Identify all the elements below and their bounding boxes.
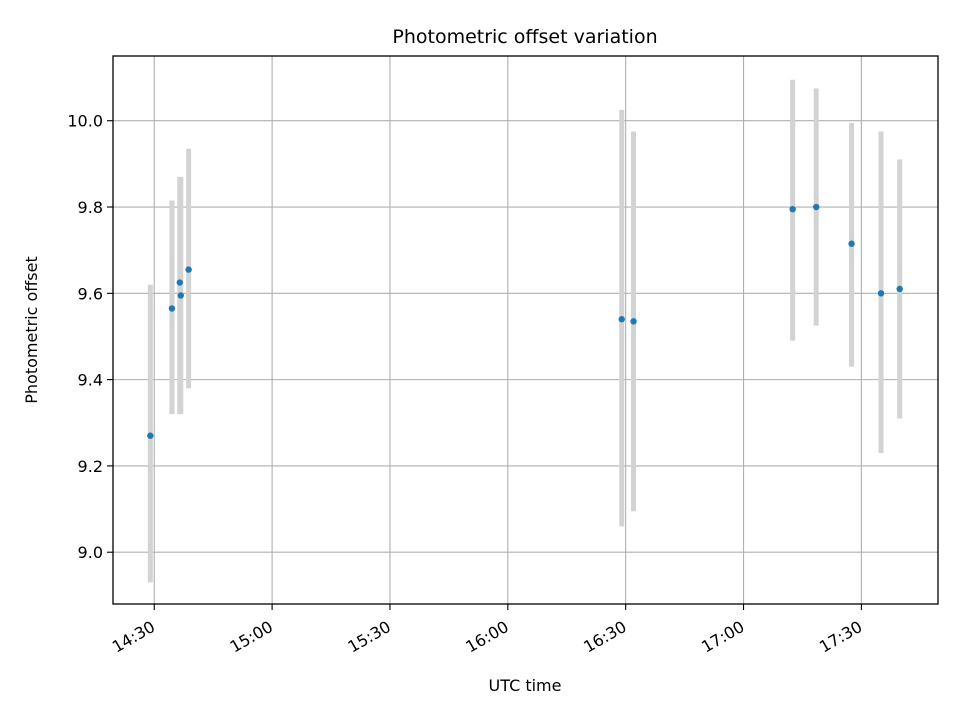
data-point (177, 292, 184, 299)
data-point (630, 318, 637, 325)
grid (113, 56, 938, 604)
data-point (147, 432, 154, 439)
y-axis-ticks: 9.0 9.2 9.4 9.6 9.8 10.0 (67, 112, 113, 562)
data-points (147, 203, 903, 439)
y-tick-label: 9.4 (78, 371, 103, 390)
data-point (789, 205, 796, 213)
y-tick-label: 10.0 (67, 112, 103, 131)
y-tick-label: 9.6 (78, 284, 103, 303)
chart-title: Photometric offset variation (392, 26, 657, 48)
data-point (813, 203, 820, 211)
plot-frame (112, 55, 939, 605)
y-tick-label: 9.2 (78, 457, 103, 476)
data-point (848, 240, 855, 247)
data-point (896, 285, 903, 293)
data-point (877, 290, 885, 297)
y-tick-label: 9.8 (78, 198, 103, 217)
data-point (176, 279, 183, 286)
y-tick-label: 9.0 (78, 543, 103, 562)
data-point (168, 305, 176, 312)
x-axis-label: UTC time (489, 676, 562, 695)
y-axis-label: Photometric offset (22, 256, 41, 404)
data-point (618, 316, 625, 323)
data-point (185, 266, 192, 273)
